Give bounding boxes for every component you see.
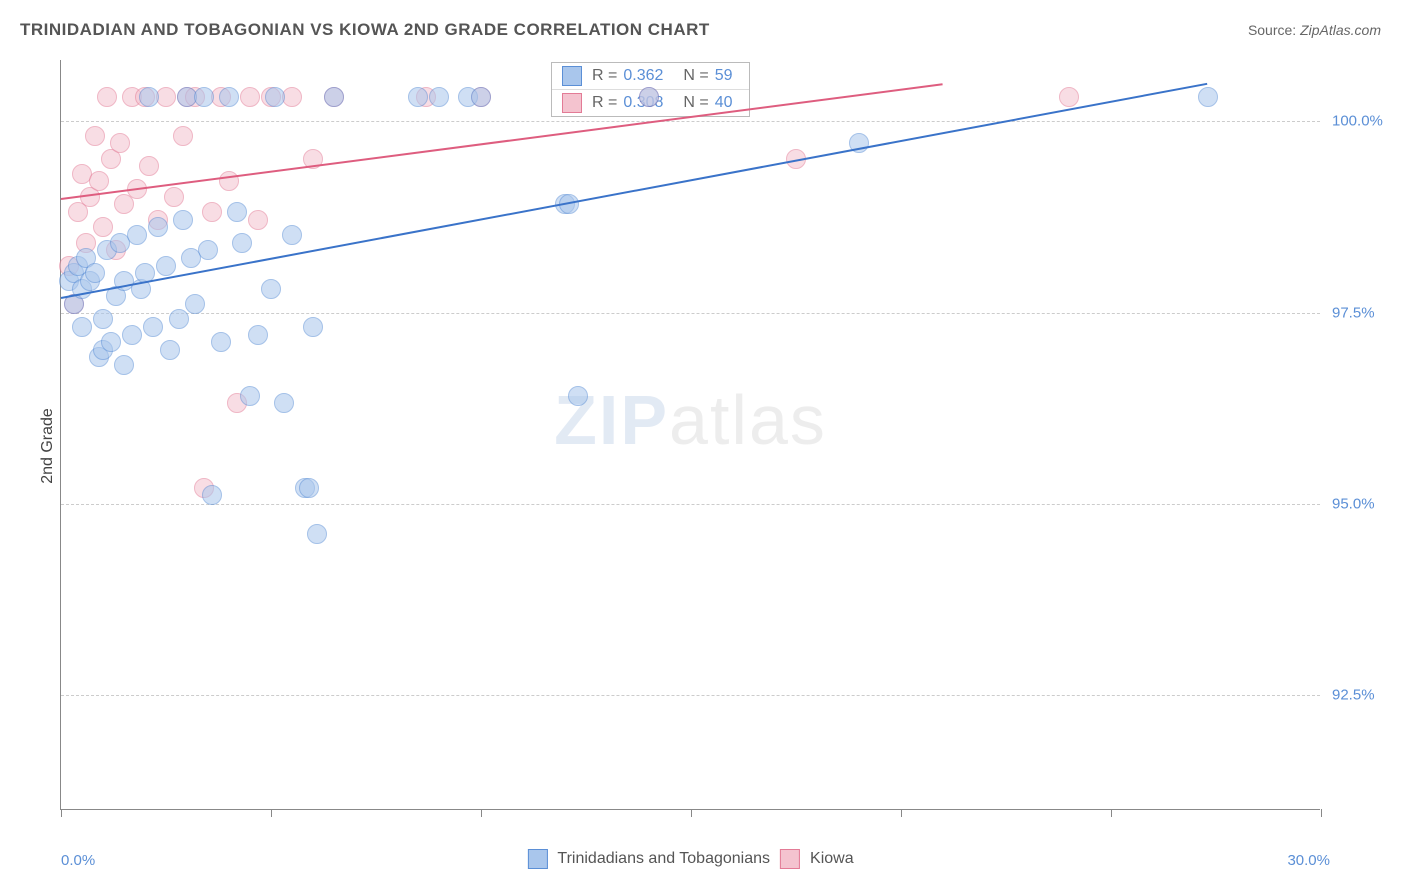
data-point [101,332,121,352]
data-point [169,309,189,329]
bottom-legend: Trinidadians and Tobagonians Kiowa [527,849,853,869]
data-point [156,256,176,276]
y-tick-label: 92.5% [1332,687,1392,704]
gridline [61,121,1320,122]
y-axis-label: 2nd Grade [39,408,57,484]
data-point [89,171,109,191]
data-point [139,87,159,107]
data-point [122,325,142,345]
data-point [139,156,159,176]
data-point [408,87,428,107]
data-point [1059,87,1079,107]
data-point [227,202,247,222]
data-point [299,478,319,498]
data-point [429,87,449,107]
data-point [185,294,205,314]
data-point [248,325,268,345]
chart-title: TRINIDADIAN AND TOBAGONIAN VS KIOWA 2ND … [20,20,710,40]
data-point [85,263,105,283]
x-tick [1321,809,1322,817]
stats-n-label: N = [683,94,708,112]
data-point [219,87,239,107]
x-tick [481,809,482,817]
x-tick [61,809,62,817]
stats-n-label: N = [683,67,708,85]
data-point [93,309,113,329]
x-tick-label-left: 0.0% [61,852,95,869]
stats-swatch [562,93,582,113]
data-point [211,332,231,352]
data-point [85,126,105,146]
data-point [143,317,163,337]
data-point [72,317,92,337]
data-point [194,87,214,107]
data-point [471,87,491,107]
data-point [232,233,252,253]
chart-container: TRINIDADIAN AND TOBAGONIAN VS KIOWA 2ND … [0,0,1406,892]
data-point [240,87,260,107]
data-point [148,217,168,237]
stats-r-label: R = [592,94,617,112]
data-point [127,225,147,245]
legend-label: Kiowa [810,850,854,868]
data-point [1198,87,1218,107]
x-tick [271,809,272,817]
gridline [61,695,1320,696]
data-point [248,210,268,230]
x-tick-label-right: 30.0% [1287,852,1330,869]
stats-swatch [562,66,582,86]
data-point [160,340,180,360]
gridline [61,313,1320,314]
data-point [307,524,327,544]
y-tick-label: 95.0% [1332,495,1392,512]
data-point [303,317,323,337]
stats-r-label: R = [592,67,617,85]
source-label: Source: [1248,22,1296,38]
x-tick [1111,809,1112,817]
watermark-part2: atlas [669,381,827,459]
source-value: ZipAtlas.com [1300,22,1381,38]
x-tick [901,809,902,817]
watermark: ZIPatlas [554,380,827,460]
data-point [240,386,260,406]
data-point [173,126,193,146]
data-point [173,210,193,230]
data-point [202,485,222,505]
stats-n-value: 59 [715,67,733,85]
source-attribution: Source: ZipAtlas.com [1248,22,1381,38]
stats-row: R = 0.362 N = 59 [552,63,749,90]
data-point [97,87,117,107]
stats-r-value: 0.362 [623,67,663,85]
data-point [282,225,302,245]
y-tick-label: 100.0% [1332,113,1392,130]
data-point [261,279,281,299]
legend-swatch [780,849,800,869]
data-point [93,217,113,237]
data-point [110,133,130,153]
legend-label: Trinidadians and Tobagonians [557,850,770,868]
data-point [114,355,134,375]
legend-swatch [527,849,547,869]
data-point [639,87,659,107]
data-point [324,87,344,107]
data-point [265,87,285,107]
y-tick-label: 97.5% [1332,304,1392,321]
data-point [274,393,294,413]
data-point [568,386,588,406]
data-point [164,187,184,207]
x-tick [691,809,692,817]
gridline [61,504,1320,505]
data-point [198,240,218,260]
stats-n-value: 40 [715,94,733,112]
plot-area: ZIPatlas R = 0.362N = 59R = 0.308N = 40 … [60,60,1320,810]
data-point [202,202,222,222]
